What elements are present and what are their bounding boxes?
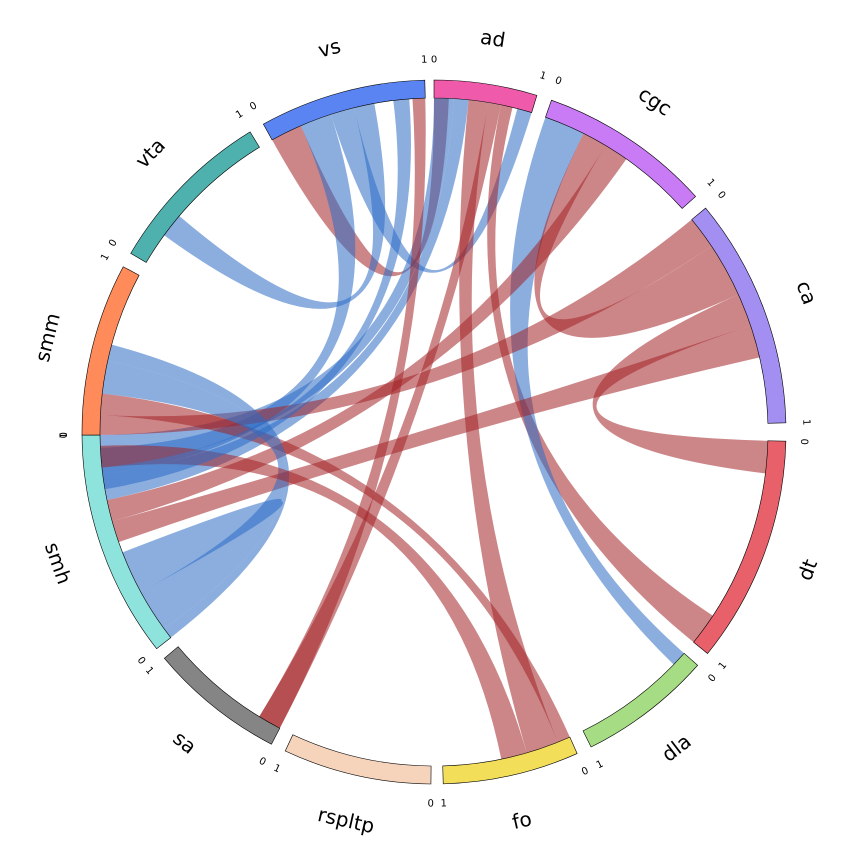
segment-arcs <box>81 79 787 785</box>
segment-label-dt: dt <box>793 556 823 584</box>
segment-label-vs: vs <box>315 34 343 63</box>
tick-label-sa-end: 1 <box>143 665 156 677</box>
segment-label-smm: smm <box>30 311 65 365</box>
chord-ribbon-ad-fo <box>459 99 558 753</box>
tick-label-rspltp-end: 1 <box>272 763 282 776</box>
tick-label-cgc-start: 0 <box>553 75 563 87</box>
tick-label-vs-start: 0 <box>248 100 259 113</box>
tick-label-vs-end: 1 <box>421 55 428 66</box>
chord-ribbon-smm-smh <box>102 360 287 629</box>
segment-arc-ca <box>691 207 787 424</box>
tick-label-cgc-end: 1 <box>704 177 716 189</box>
chord-ribbons <box>99 98 768 760</box>
segment-arc-cgc <box>545 99 697 209</box>
tick-label-dla-start: 0 <box>706 672 718 684</box>
segment-arc-sa <box>163 646 281 745</box>
chord-ribbon-vta-vs <box>164 103 386 309</box>
chord-ribbon-ca-dt <box>592 294 768 474</box>
tick-label-vta-end: 1 <box>234 108 245 121</box>
segment-arc-dla <box>582 652 699 748</box>
segment-arc-fo <box>442 736 578 785</box>
tick-label-smh-start: 0 <box>135 655 148 667</box>
tick-label-dt-start: 0 <box>800 438 811 445</box>
segment-label-vta: vta <box>130 133 170 173</box>
chord-ribbon-vs-smh <box>100 114 356 475</box>
tick-label-rspltp-start: 0 <box>428 798 434 809</box>
segment-label-fo: fo <box>510 806 534 834</box>
segment-label-dla: dla <box>657 729 696 767</box>
tick-label-sa-start: 0 <box>257 756 268 769</box>
tick-label-ad-start: 0 <box>431 55 437 66</box>
segment-label-ad: ad <box>479 25 507 52</box>
tick-label-ca-end: 1 <box>800 419 811 426</box>
segment-arc-vta <box>130 131 260 263</box>
tick-label-ca-start: 0 <box>715 189 728 201</box>
segment-label-smh: smh <box>40 539 77 587</box>
segment-arc-ad <box>433 79 538 113</box>
segment-label-ca: ca <box>791 278 822 308</box>
tick-label-smm-start: 0 <box>56 432 67 438</box>
chord-ribbon-smh-smm <box>107 344 290 638</box>
tick-label-fo-end: 1 <box>440 798 447 809</box>
tick-label-dla-end: 1 <box>595 759 606 772</box>
tick-label-smm-end: 1 <box>99 252 112 263</box>
segment-arc-rspltp <box>284 734 432 785</box>
segment-arc-vs <box>262 79 426 141</box>
chord-ribbon-sa-vs <box>259 98 426 729</box>
tick-label-fo-start: 0 <box>580 766 590 779</box>
segment-label-cgc: cgc <box>634 81 676 120</box>
tick-label-vta-start: 0 <box>107 238 120 249</box>
tick-label-dt-end: 1 <box>717 660 730 672</box>
tick-label-ad-end: 1 <box>538 70 547 82</box>
segment-arc-smm <box>81 266 140 436</box>
chord-ribbon-ad-dt <box>487 104 713 643</box>
segment-label-rspltp: rspltp <box>316 802 377 838</box>
chord-ribbon-vs-ad <box>272 98 449 277</box>
segment-arc-dt <box>693 440 787 654</box>
tick-label-smh-end: 1 <box>56 432 67 438</box>
segment-label-sa: sa <box>169 726 202 759</box>
chord-ribbon-cgc-ca <box>534 133 739 338</box>
chord-ribbon-smh-smh <box>122 498 283 593</box>
